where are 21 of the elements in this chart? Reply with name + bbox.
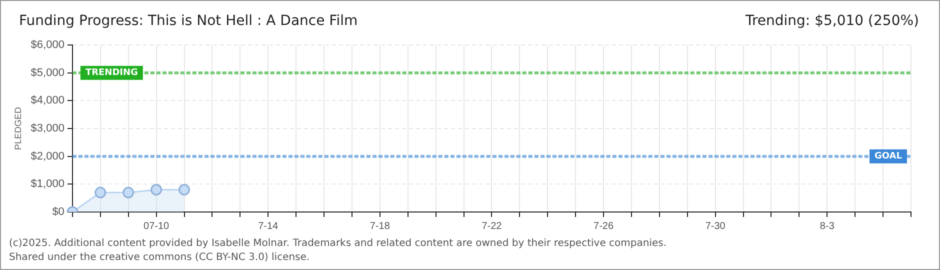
text: Shared under the creative commons (CC BY-NC 3.0) license.	[9, 251, 311, 265]
y-tick-label: $1,000	[30, 178, 64, 190]
y-tick-label: $6,000	[30, 39, 64, 52]
x-tick-label: 8-3	[820, 220, 835, 232]
ref-line-label: TRENDING	[85, 68, 138, 78]
y-tick-label: $5,000	[30, 66, 64, 79]
chart-title: Funding Progress: This is Not Hell : A Dance Film	[19, 13, 358, 29]
text: Trending: $5,010 (250%)	[745, 13, 919, 29]
x-tick-label: 7-14	[258, 220, 279, 232]
y-tick-label: $3,000	[30, 122, 64, 135]
x-tick-label: 7-30	[705, 220, 726, 232]
text: (c)2025. Additional content provided by Isabelle Molnar. Trademarks and related content are owned by their respective companies.	[9, 237, 667, 251]
y-axis-title: PLEDGED	[12, 106, 23, 150]
ref-line-label: GOAL	[874, 152, 902, 162]
x-tick-label: 7-18	[370, 220, 390, 232]
y-tick-label: $4,000	[30, 94, 64, 107]
x-tick-label: 7-26	[594, 220, 614, 232]
x-tick-label: 07-10	[144, 220, 170, 232]
x-tick-label: 7-22	[482, 220, 502, 232]
y-tick-label: $0	[52, 206, 64, 218]
y-tick-label: $2,000	[30, 150, 64, 162]
